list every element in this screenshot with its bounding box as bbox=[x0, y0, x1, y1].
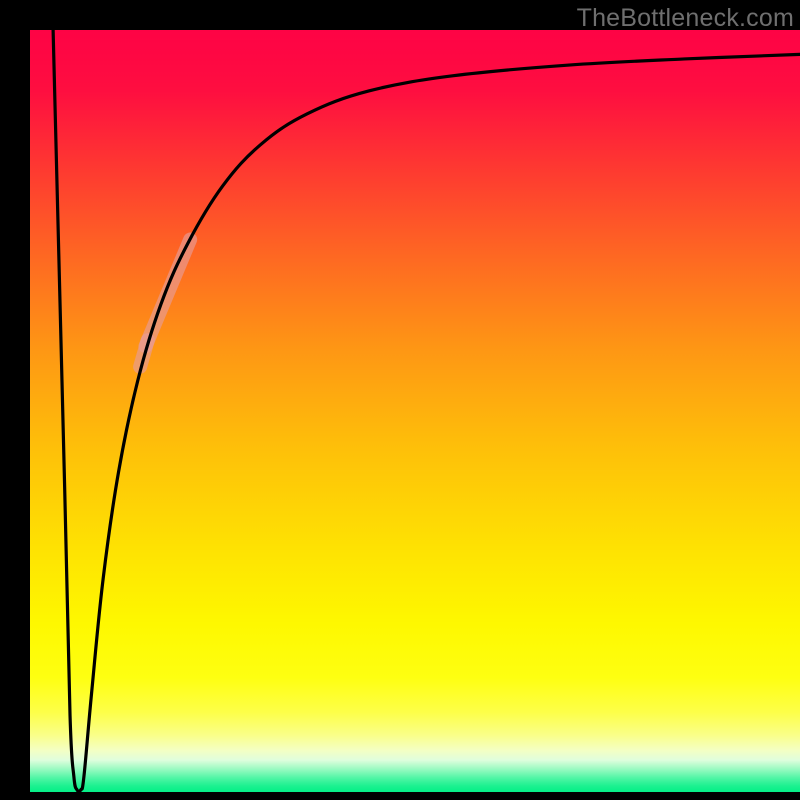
watermark-attribution: TheBottleneck.com bbox=[577, 4, 794, 33]
chart-gradient-background bbox=[30, 30, 800, 792]
bottleneck-curve-chart bbox=[0, 0, 800, 800]
chart-container: TheBottleneck.com bbox=[0, 0, 800, 800]
